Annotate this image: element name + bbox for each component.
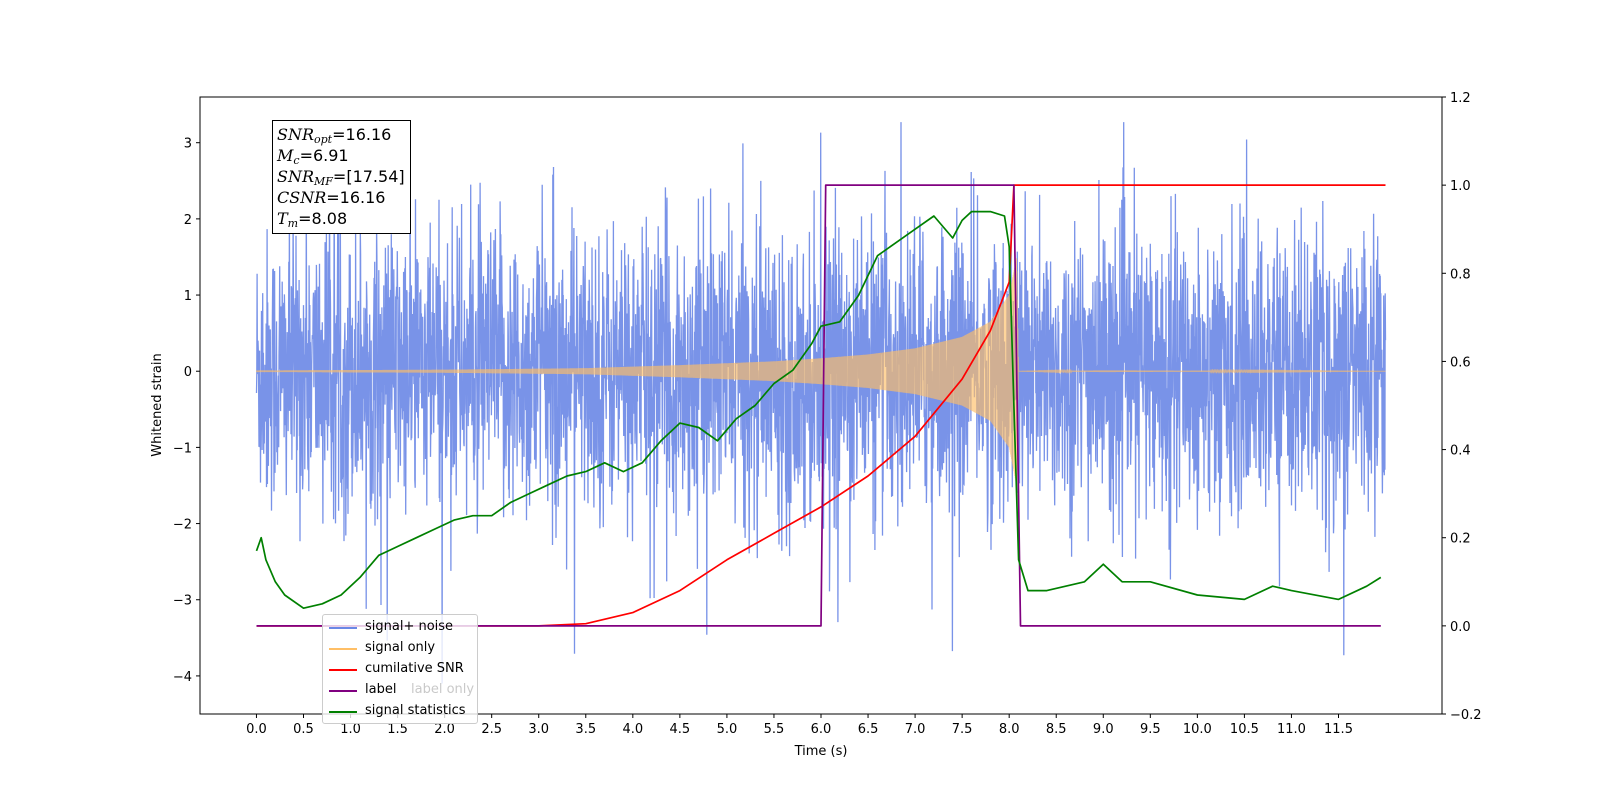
x-tick-label: 6.0 [811,722,832,737]
series-label [256,184,1381,627]
x-tick-label: 10.5 [1230,722,1259,737]
mc-value: 6.91 [312,146,349,165]
x-tick-label: 9.0 [1093,722,1114,737]
snr-mf-value: [17.54] [346,167,405,186]
x-tick-label: 1.5 [387,722,408,737]
legend-label-signal-noise: signal+ noise [365,619,454,634]
x-tick-label: 11.0 [1277,722,1306,737]
legend-swatch-label [329,690,357,692]
x-tick-label: 9.5 [1140,722,1161,737]
snr-mf-row: SNRMF=[17.54] [277,167,405,188]
y2-tick-label: 0.4 [1450,444,1471,459]
y-axis-ticks: 3 2 1 0 −1 −2 −3 −4 [173,137,200,685]
y2-tick-label: 1.2 [1450,91,1471,106]
tm-row: Tm=8.08 [277,209,348,230]
x-tick-label: 4.0 [622,722,643,737]
x-tick-label: 3.0 [528,722,549,737]
y-tick-label: 1 [184,289,192,304]
metrics-annotation-box: SNRopt=16.16 Mc=6.91 SNRMF=[17.54] CSNR=… [272,120,411,234]
legend-hidden-text: label only [411,682,475,697]
legend: signal+ noise signal only cumilative SNR… [322,614,478,724]
series-signal-only [256,258,1386,486]
csnr-value: 16.16 [339,188,386,207]
y-tick-label: 2 [184,213,192,228]
y-tick-label: −3 [173,594,192,609]
legend-entry-label: label label only [323,681,477,701]
mc-row: Mc=6.91 [277,146,349,167]
legend-entry-signal-statistics: signal statistics [323,702,477,722]
legend-label-signal-statistics: signal statistics [365,703,466,718]
plot-series [255,122,1387,684]
legend-entry-signal-only: signal only [323,639,477,659]
y2-tick-label: 0.6 [1450,355,1471,370]
series-cumilative-snr [256,184,1386,627]
y2-tick-label: 0.8 [1450,267,1471,282]
x-tick-label: 7.5 [952,722,973,737]
csnr-row: CSNR=16.16 [277,188,386,207]
x-tick-label: 4.5 [670,722,691,737]
legend-swatch-signal-noise [329,627,357,629]
x-tick-label: 2.0 [434,722,455,737]
snr-opt-row: SNRopt=16.16 [277,125,392,146]
x-tick-label: 0.5 [293,722,314,737]
y2-axis-ticks: 1.2 1.0 0.8 0.6 0.4 0.2 0.0 −0.2 [1442,91,1482,723]
x-tick-label: 5.5 [764,722,785,737]
x-axis-ticks: 0.0 0.5 1.0 1.5 2.0 2.5 3.0 3.5 4.0 4.5 5.0 5.5 6.0 6… [246,714,1353,737]
x-tick-label: 0.0 [246,722,267,737]
legend-swatch-cumulative-snr [329,669,357,671]
y-tick-label: −2 [173,518,192,533]
x-tick-label: 1.0 [340,722,361,737]
x-tick-label: 7.0 [905,722,926,737]
x-tick-label: 8.0 [999,722,1020,737]
legend-swatch-signal-statistics [329,711,357,713]
x-tick-label: 8.5 [1046,722,1067,737]
y-tick-label: −1 [173,441,192,456]
y-axis-label: Whitened strain [150,353,165,456]
series-signal-statistics [255,210,1382,610]
legend-label-signal-only: signal only [365,640,436,655]
legend-label-label: label [365,682,397,697]
snr-opt-value: 16.16 [345,125,392,144]
y2-tick-label: 0.0 [1450,620,1471,635]
legend-swatch-signal-only [329,648,357,650]
x-tick-label: 5.0 [717,722,738,737]
legend-label-cumulative-snr: cumilative SNR [365,661,464,676]
y-tick-label: 3 [184,137,192,152]
x-tick-label: 10.0 [1183,722,1212,737]
y-tick-label: −4 [173,670,192,685]
y2-tick-label: 1.0 [1450,179,1471,194]
legend-entry-cumulative-snr: cumilative SNR [323,660,477,680]
x-tick-label: 6.5 [858,722,879,737]
y2-tick-label: −0.2 [1450,708,1482,723]
legend-entry-signal-noise: signal+ noise [323,618,477,638]
tm-value: 8.08 [311,209,348,228]
y2-tick-label: 0.2 [1450,532,1471,547]
x-axis-label: Time (s) [794,744,848,759]
x-tick-label: 11.5 [1324,722,1353,737]
x-tick-label: 3.5 [575,722,596,737]
y-tick-label: 0 [184,365,192,380]
x-tick-label: 2.5 [481,722,502,737]
